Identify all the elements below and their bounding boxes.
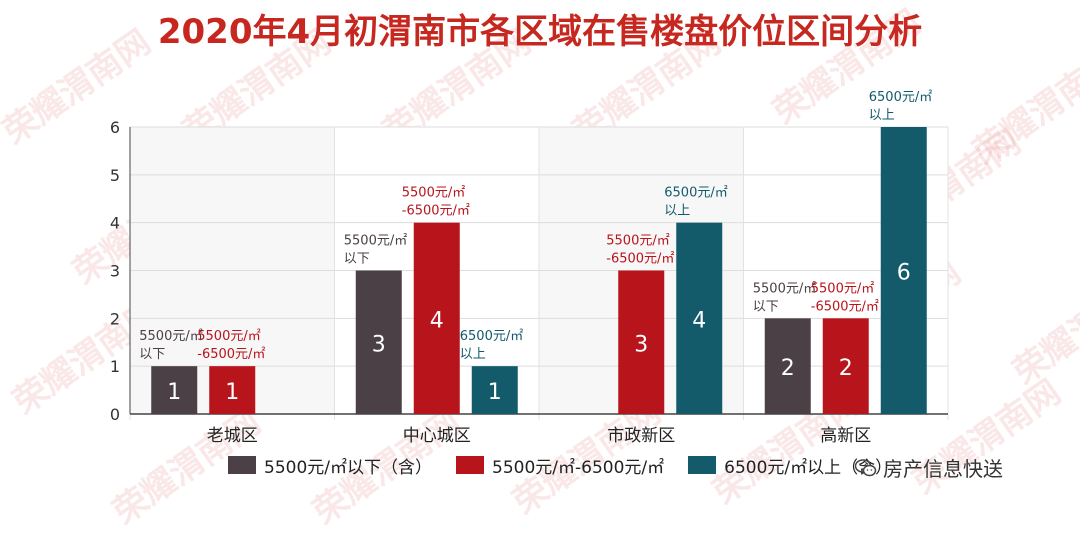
bar [676,222,723,414]
legend-swatch [456,456,484,474]
bar-value-label: 4 [692,308,706,333]
bar-series-label: 6500元/㎡以上 [664,186,727,219]
y-tick-label: 2 [110,309,120,328]
bar [822,318,869,414]
chart-title: 2020年4月初渭南市各区域在售楼盘价位区间分析 [157,12,923,52]
legend-label: 5500元/㎡-6500元/㎡ [492,457,665,478]
bar-value-label: 2 [781,356,795,381]
bar-series-label: 6500元/㎡以上 [460,329,523,362]
legend-item-series3: 6500元/㎡以上（含） [688,453,892,478]
bar-value-label: 3 [634,332,648,357]
bar-series-label: 5500元/㎡ -6500元/㎡ [811,281,879,314]
bar-series-label: 5500元/㎡ -6500元/㎡ [197,329,265,362]
bar [618,270,665,414]
legend: 5500元/㎡以下（含） 5500元/㎡-6500元/㎡ 6500元/㎡以上（含… [228,452,916,478]
bar-series-label: 5500元/㎡以下 [344,234,407,267]
bar-value-label: 2 [839,356,853,381]
bar [209,366,256,414]
bar-value-label: 3 [372,332,386,357]
bar [880,127,927,414]
wechat-icon [854,458,877,477]
bar [413,222,460,414]
legend-swatch [688,456,717,474]
y-tick-label: 0 [110,405,120,424]
y-tick-label: 4 [110,214,120,233]
bar-series-label: 5500元/㎡以下 [753,281,816,314]
bar-series-label: 5500元/㎡以下 [139,329,202,362]
bar-value-label: 1 [488,380,502,405]
legend-swatch [228,456,256,474]
x-tick-label: 中心城区 [403,426,471,446]
legend-item-series1: 5500元/㎡以下（含） [228,453,432,478]
y-tick-label: 6 [110,118,120,137]
brand-label: 房产信息快送 [883,456,1003,481]
y-tick-label: 1 [110,357,120,376]
bar [764,318,811,414]
bar-series-label: 6500元/㎡以上 [869,90,932,123]
bar [471,366,518,414]
bar [355,270,402,414]
y-tick-label: 3 [110,262,120,281]
x-tick-label: 老城区 [207,426,258,446]
bar-series-label: 5500元/㎡ -6500元/㎡ [402,186,470,219]
y-tick-label: 5 [110,166,120,185]
bar-value-label: 1 [167,380,181,405]
bar-value-label: 6 [897,261,911,286]
bar-value-label: 4 [430,308,444,333]
bar-series-label: 5500元/㎡ -6500元/㎡ [606,234,674,267]
legend-label: 6500元/㎡以上（含） [724,457,893,478]
legend-item-series2: 5500元/㎡-6500元/㎡ [456,453,664,478]
brand-badge: 房产信息快送 [854,452,1003,482]
x-tick-label: 高新区 [820,426,871,446]
x-tick-label: 市政新区 [607,426,675,446]
legend-label: 5500元/㎡以下（含） [264,457,432,478]
bar-value-label: 1 [225,380,239,405]
bar [151,366,198,414]
